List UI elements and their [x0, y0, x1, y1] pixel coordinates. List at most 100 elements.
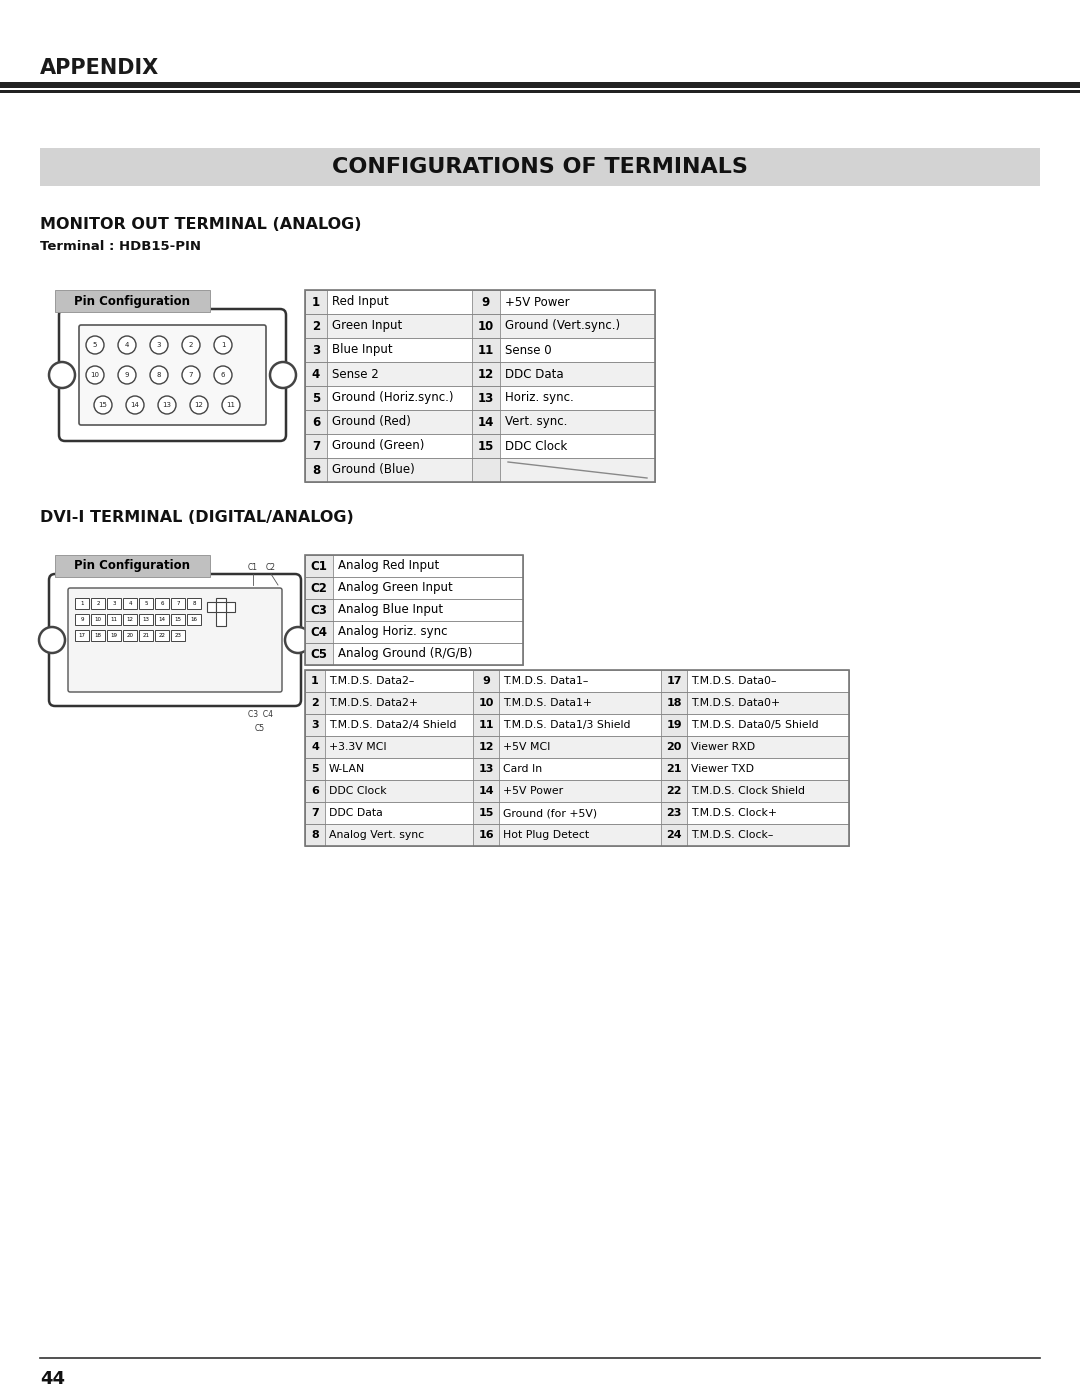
Text: Ground (Horiz.sync.): Ground (Horiz.sync.) [332, 391, 454, 405]
Text: T.M.D.S. Data0–: T.M.D.S. Data0– [691, 676, 777, 686]
Text: 44: 44 [40, 1370, 65, 1389]
Text: 19: 19 [110, 633, 118, 638]
Bar [305, 824, 849, 847]
Text: 2: 2 [96, 601, 99, 606]
Bar [305, 577, 523, 599]
Bar [55, 555, 210, 577]
Bar [171, 598, 185, 609]
Text: T.M.D.S. Data2/4 Shield: T.M.D.S. Data2/4 Shield [329, 719, 457, 731]
Text: 1: 1 [220, 342, 226, 348]
Bar [473, 714, 499, 736]
Circle shape [285, 627, 311, 652]
Circle shape [86, 366, 104, 384]
Text: 15: 15 [175, 617, 181, 622]
Text: +5V Power: +5V Power [505, 296, 569, 309]
Bar [216, 598, 226, 626]
Bar [305, 622, 333, 643]
Bar [472, 291, 500, 314]
Bar [305, 458, 327, 482]
Bar [305, 386, 327, 409]
Bar [305, 409, 654, 434]
Bar [305, 780, 849, 802]
Text: 14: 14 [478, 787, 494, 796]
Bar [305, 555, 523, 577]
Bar [305, 458, 654, 482]
Text: 16: 16 [478, 830, 494, 840]
Bar [55, 291, 210, 312]
Bar [473, 824, 499, 847]
Bar [305, 714, 325, 736]
Text: 1: 1 [80, 601, 84, 606]
Circle shape [190, 395, 208, 414]
Bar [216, 602, 226, 612]
Bar [305, 692, 325, 714]
Text: 14: 14 [477, 415, 495, 429]
Bar [472, 434, 500, 458]
Text: 5: 5 [145, 601, 148, 606]
Text: Viewer RXD: Viewer RXD [691, 742, 755, 752]
Bar [0, 82, 1080, 88]
Text: Hot Plug Detect: Hot Plug Detect [503, 830, 589, 840]
Bar [661, 671, 687, 692]
Text: APPENDIX: APPENDIX [40, 59, 159, 78]
Text: 11: 11 [478, 719, 494, 731]
Bar [472, 386, 500, 409]
Text: Blue Input: Blue Input [332, 344, 393, 356]
Text: 7: 7 [312, 440, 320, 453]
Text: 20: 20 [666, 742, 681, 752]
Text: Sense 2: Sense 2 [332, 367, 379, 380]
FancyBboxPatch shape [59, 309, 286, 441]
Text: T.M.D.S. Data2+: T.M.D.S. Data2+ [329, 698, 418, 708]
Bar [305, 671, 849, 692]
Text: 5: 5 [93, 342, 97, 348]
Text: 10: 10 [478, 698, 494, 708]
Text: 3: 3 [112, 601, 116, 606]
Text: Analog Red Input: Analog Red Input [338, 560, 440, 573]
Text: Analog Horiz. sync: Analog Horiz. sync [338, 626, 447, 638]
Bar [139, 598, 153, 609]
Text: Card In: Card In [503, 764, 542, 774]
Text: C2: C2 [311, 581, 327, 595]
Bar [661, 780, 687, 802]
Text: Ground (Green): Ground (Green) [332, 440, 424, 453]
Text: 14: 14 [159, 617, 165, 622]
Bar [305, 714, 849, 736]
Text: 15: 15 [478, 807, 494, 819]
Text: 2: 2 [189, 342, 193, 348]
Bar [305, 314, 654, 338]
Bar [661, 824, 687, 847]
Bar [305, 555, 523, 665]
Text: Analog Green Input: Analog Green Input [338, 581, 453, 595]
Text: 9: 9 [125, 372, 130, 379]
Bar [123, 615, 137, 624]
Bar [305, 736, 849, 759]
Text: C5: C5 [311, 647, 327, 661]
Bar [91, 598, 105, 609]
Text: 7: 7 [311, 807, 319, 819]
Text: 23: 23 [175, 633, 181, 638]
Text: 6: 6 [311, 787, 319, 796]
Text: CONFIGURATIONS OF TERMINALS: CONFIGURATIONS OF TERMINALS [332, 156, 748, 177]
Text: T.M.D.S. Clock–: T.M.D.S. Clock– [691, 830, 773, 840]
Text: 13: 13 [477, 391, 495, 405]
Text: C4: C4 [311, 626, 327, 638]
Bar [207, 602, 235, 612]
Text: Analog Ground (R/G/B): Analog Ground (R/G/B) [338, 647, 472, 661]
Bar [156, 615, 168, 624]
Circle shape [118, 366, 136, 384]
Bar [305, 692, 849, 714]
Text: C5: C5 [255, 724, 265, 733]
Text: Pin Configuration: Pin Configuration [75, 295, 190, 307]
Text: 7: 7 [189, 372, 193, 379]
Circle shape [150, 337, 168, 353]
Text: 12: 12 [478, 742, 494, 752]
Text: 4: 4 [129, 601, 132, 606]
Bar [305, 409, 327, 434]
Text: 8: 8 [311, 830, 319, 840]
Bar [305, 434, 654, 458]
Text: Terminal : HDB15-PIN: Terminal : HDB15-PIN [40, 240, 201, 253]
Text: 9: 9 [80, 617, 84, 622]
FancyBboxPatch shape [68, 588, 282, 692]
Text: 8: 8 [157, 372, 161, 379]
Circle shape [183, 366, 200, 384]
